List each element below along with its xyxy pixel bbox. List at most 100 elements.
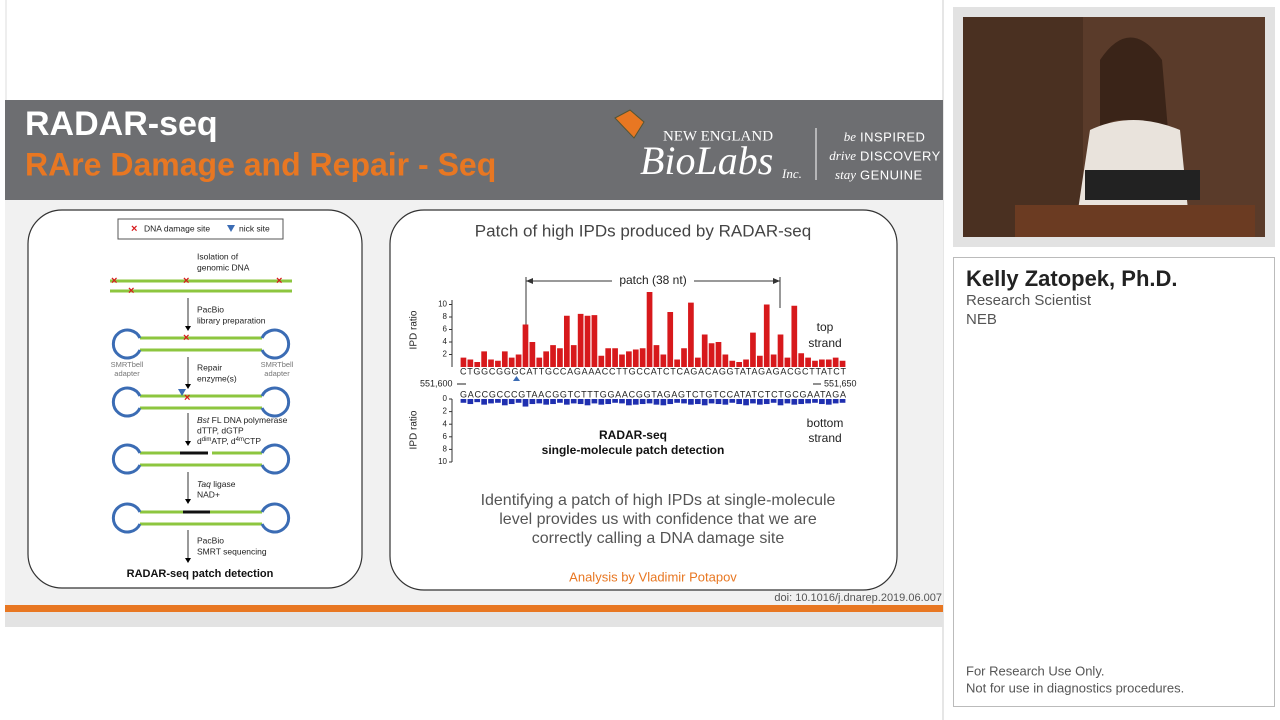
adapter (260, 386, 291, 418)
adapter (111, 386, 142, 418)
tagline-lead: stay (835, 167, 856, 182)
y-tick-label: 4 (443, 337, 448, 346)
bar (619, 354, 625, 367)
coordinate: 551,600 (420, 378, 453, 388)
bar (501, 399, 508, 406)
step-text: PacBio (197, 304, 224, 314)
logo-text: Inc. (781, 166, 802, 181)
bar (550, 345, 556, 367)
legend-label: DNA damage site (144, 223, 210, 233)
step-text: 4m (236, 437, 244, 443)
step-text: PacBio (197, 535, 224, 545)
legend-box (117, 218, 284, 240)
speaker-info: Kelly Zatopek, Ph.D. Research Scientist … (953, 257, 1275, 707)
bar (577, 399, 584, 405)
bar (474, 362, 481, 367)
bar (756, 399, 763, 405)
bar (495, 360, 501, 367)
bar (729, 399, 736, 403)
bar (467, 359, 474, 367)
bar (825, 399, 832, 405)
bar (832, 357, 839, 367)
bar (770, 399, 777, 403)
panel (27, 209, 363, 589)
bar (653, 345, 660, 367)
disclaimer: Not for use in diagnostics procedures. (966, 680, 1184, 695)
bar (798, 353, 805, 367)
chart-caption: single-molecule patch detection (542, 443, 725, 457)
step-text: CTP (244, 436, 261, 446)
bar (646, 292, 653, 367)
bar (605, 348, 612, 367)
bar (584, 315, 591, 367)
bar (557, 399, 563, 403)
strand-label: top (817, 320, 834, 334)
strand-label: strand (808, 431, 841, 445)
bar (688, 302, 694, 367)
slide-subtitle: RAre Damage and Repair - Seq (25, 146, 496, 182)
nick-icon (513, 376, 520, 381)
bar (708, 399, 715, 404)
bar (667, 312, 674, 367)
arrow-head (185, 326, 191, 331)
bar (488, 359, 494, 367)
bar (681, 399, 687, 404)
y-tick-label: 6 (443, 432, 448, 441)
bar (722, 354, 729, 367)
adapter (260, 443, 291, 475)
bar (508, 399, 515, 405)
bar (515, 354, 522, 367)
bar (619, 399, 625, 404)
axis-label: IPD ratio (409, 410, 420, 449)
y-tick-label: 10 (438, 457, 447, 466)
speaker-name: Kelly Zatopek, Ph.D. (966, 266, 1178, 291)
speaker-role: Research Scientist (966, 292, 1092, 309)
bar (467, 399, 474, 405)
bar (770, 354, 777, 367)
bar (791, 399, 798, 405)
label-bg (612, 272, 694, 290)
tagline-word: INSPIRED (860, 129, 925, 144)
bar (708, 343, 715, 367)
bar (805, 399, 811, 404)
bar (736, 399, 743, 405)
panel-caption: RADAR-seq patch detection (127, 568, 274, 580)
bar (694, 399, 701, 405)
tagline: be INSPIRED drive DISCOVERY stay GENUINE (829, 129, 940, 182)
bar (639, 348, 646, 367)
bar (750, 332, 756, 367)
adapter (260, 328, 291, 360)
right-panel: Patch of high IPDs produced by RADAR-seq… (389, 209, 898, 591)
tagline-word: GENUINE (860, 167, 923, 182)
bar (784, 399, 791, 404)
arrow-head (185, 558, 191, 563)
y-tick-label: 6 (443, 325, 448, 334)
y-tick-label: 2 (443, 350, 448, 359)
arrow-head (185, 499, 191, 504)
damage-icon: × (184, 392, 190, 404)
y-tick-label: 2 (443, 407, 448, 416)
bar (481, 351, 487, 367)
step-text: Repair (197, 362, 222, 372)
bar (701, 334, 708, 367)
logo-text: NEW ENGLAND (663, 128, 773, 144)
tagline-lead: be (844, 129, 857, 144)
step-text: d (197, 436, 202, 446)
butterfly (614, 109, 645, 139)
step-text: Taq (197, 479, 211, 489)
step-text: ligase (211, 479, 236, 489)
bar (495, 399, 501, 403)
bar (784, 357, 791, 367)
step-text: NAD+ (197, 489, 220, 499)
slide: RADAR-seq RAre Damage and Repair - Seq N… (5, 100, 943, 627)
adapter (111, 502, 142, 534)
bar (798, 399, 805, 405)
bar (563, 315, 570, 367)
bar (777, 399, 784, 406)
slide-title: RADAR-seq (25, 105, 218, 143)
slide-header (5, 100, 943, 200)
logo-text: BioLabs (640, 138, 773, 183)
bar (591, 399, 598, 404)
bar (529, 399, 536, 405)
